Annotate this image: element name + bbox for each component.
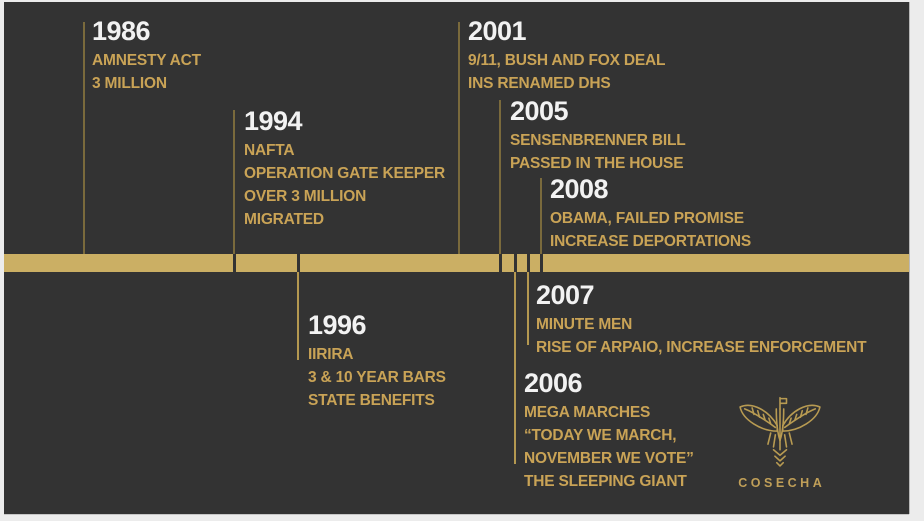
timeline-event-1994: 1994 NAFTA OPERATION GATE KEEPER OVER 3 … — [244, 106, 445, 231]
connector-line-2005 — [499, 100, 501, 254]
event-year: 1996 — [308, 310, 367, 340]
event-detail: 9/11, BUSH AND FOX DEAL — [468, 52, 666, 69]
timeline-bar — [4, 254, 909, 272]
timeline-tick-2008 — [540, 254, 543, 272]
timeline-event-2001: 2001 9/11, BUSH AND FOX DEAL INS RENAMED… — [468, 16, 665, 95]
timeline-event-1996: 1996 IIRIRA 3 & 10 YEAR BARS STATE BENEF… — [308, 310, 446, 412]
event-year: 2005 — [510, 96, 569, 126]
timeline-tick-1996 — [297, 254, 300, 272]
cosecha-wordmark: COSECHA — [738, 476, 826, 490]
event-detail: INCREASE DEPORTATIONS — [550, 233, 752, 250]
event-detail: OPERATION GATE KEEPER — [244, 165, 446, 182]
event-detail: STATE BENEFITS — [308, 392, 435, 409]
event-detail: MEGA MARCHES — [524, 404, 651, 421]
connector-line-2006 — [514, 272, 516, 464]
event-year: 2008 — [550, 174, 609, 204]
event-detail: 3 & 10 YEAR BARS — [308, 369, 446, 386]
event-year: 1986 — [92, 16, 151, 46]
event-detail: NAFTA — [244, 142, 295, 159]
event-detail: MINUTE MEN — [536, 316, 633, 333]
timeline-event-2006: 2006 MEGA MARCHES “TODAY WE MARCH, NOVEM… — [524, 368, 694, 493]
event-detail: MIGRATED — [244, 211, 324, 228]
event-year: 2001 — [468, 16, 527, 46]
event-detail: OVER 3 MILLION — [244, 188, 367, 205]
connector-line-2001 — [458, 22, 460, 254]
connector-line-1986 — [83, 22, 85, 254]
event-detail: RISE OF ARPAIO, INCREASE ENFORCEMENT — [536, 339, 867, 356]
event-year: 1994 — [244, 106, 303, 136]
timeline-tick-1994 — [233, 254, 236, 272]
event-detail: NOVEMBER WE VOTE” — [524, 450, 694, 467]
cosecha-eagle-icon — [739, 396, 821, 467]
timeline-tick-2006 — [514, 254, 517, 272]
timeline-event-2008: 2008 OBAMA, FAILED PROMISE INCREASE DEPO… — [550, 174, 751, 253]
connector-line-1994 — [233, 110, 235, 254]
timeline-event-2007: 2007 MINUTE MEN RISE OF ARPAIO, INCREASE… — [536, 280, 867, 359]
event-detail: AMNESTY ACT — [92, 52, 201, 69]
connector-line-1996 — [297, 272, 299, 360]
timeline-tick-2005 — [499, 254, 502, 272]
cosecha-logo: COSECHA — [730, 394, 830, 490]
event-detail: OBAMA, FAILED PROMISE — [550, 210, 744, 227]
event-detail: INS RENAMED DHS — [468, 75, 611, 92]
slide-canvas: 1986 AMNESTY ACT 3 MILLION 1994 NAFTA OP… — [4, 2, 909, 514]
event-year: 2007 — [536, 280, 595, 310]
connector-line-2007 — [527, 272, 529, 345]
timeline-tick-2007 — [527, 254, 530, 272]
event-detail: 3 MILLION — [92, 75, 167, 92]
event-detail: THE SLEEPING GIANT — [524, 473, 687, 490]
event-detail: PASSED IN THE HOUSE — [510, 155, 684, 172]
event-year: 2006 — [524, 368, 583, 398]
event-detail: SENSENBRENNER BILL — [510, 132, 686, 149]
event-detail: “TODAY WE MARCH, — [524, 427, 677, 444]
timeline-event-1986: 1986 AMNESTY ACT 3 MILLION — [92, 16, 201, 95]
event-detail: IIRIRA — [308, 346, 354, 363]
timeline-event-2005: 2005 SENSENBRENNER BILL PASSED IN THE HO… — [510, 96, 686, 175]
connector-line-2008 — [540, 178, 542, 254]
